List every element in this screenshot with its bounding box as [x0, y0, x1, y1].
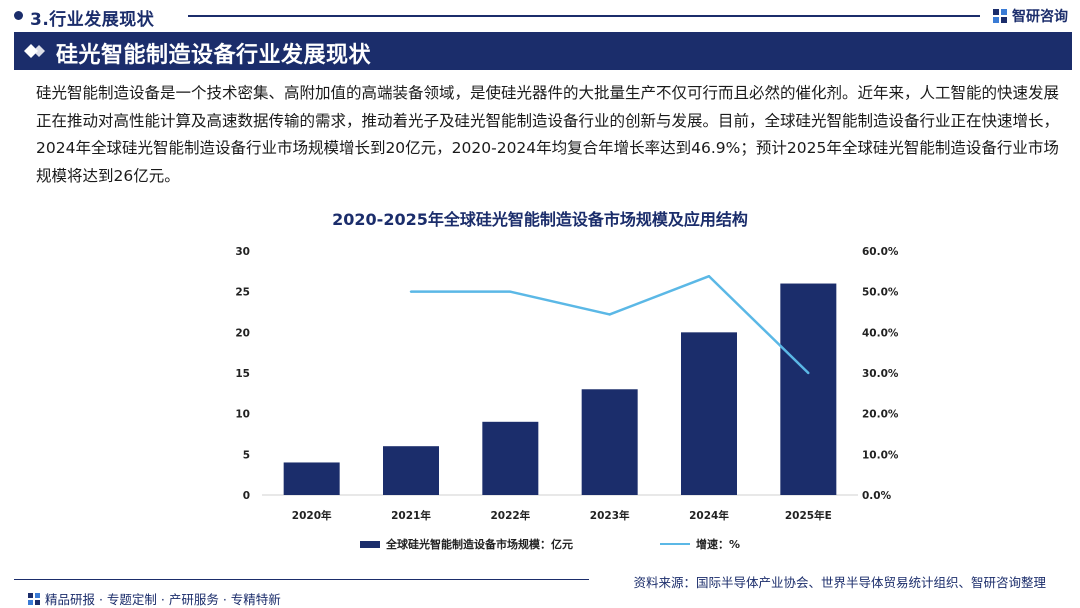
bar [283, 462, 340, 495]
footer: 资料来源：国际半导体产业协会、世界半导体贸易统计组织、智研咨询整理 精品研报 ·… [0, 572, 1080, 608]
y-right-tick-label: 0.0% [862, 490, 892, 502]
page-title: 硅光智能制造设备行业发展现状 [56, 43, 372, 68]
intro-paragraph: 硅光智能制造设备是一个技术密集、高附加值的高端装备领域，是使硅光器件的大批量生产… [36, 84, 1060, 185]
y-left-tick-label: 10 [235, 409, 250, 421]
title-banner: 硅光智能制造设备行业发展现状 [14, 32, 1072, 70]
section-label: 3.行业发展现状 [30, 10, 155, 30]
y-right-tick-label: 60.0% [862, 246, 899, 258]
y-left-tick-label: 30 [235, 246, 250, 258]
bar [681, 332, 737, 495]
combo-chart: 0 5 10 15 20 25 30 0.0% 10.0% 20.0% 30.0% 40.0% 50.0… [235, 246, 899, 522]
growth-point [608, 313, 611, 316]
x-tick-label: 2021年 [391, 509, 431, 522]
y-left-tick-label: 0 [243, 490, 250, 502]
legend-label-line: 增速：% [696, 538, 741, 551]
x-tick-label: 2024年 [689, 509, 729, 522]
chart-title: 2020-2025年全球硅光智能制造设备市场规模及应用结构 [332, 210, 748, 229]
bar [581, 389, 638, 495]
header-divider [188, 15, 980, 17]
brand-name: 智研咨询 [1012, 9, 1068, 25]
x-tick-label: 2023年 [590, 509, 630, 522]
x-tick-label: 2020年 [292, 509, 332, 522]
y-left-tick-label: 15 [235, 368, 250, 380]
brand-small-icon [28, 592, 40, 605]
legend-item-bar: 全球硅光智能制造设备市场规模：亿元 [360, 536, 573, 552]
bar [780, 283, 837, 495]
chart-legend: 全球硅光智能制造设备市场规模：亿元 增速：% [0, 536, 1080, 552]
top-header: 3.行业发展现状 智研咨询 [0, 0, 1080, 30]
growth-point [409, 290, 413, 293]
brand-logo-icon [993, 9, 1007, 23]
section-bullet-icon [14, 11, 23, 20]
y-right-tick-label: 10.0% [862, 449, 899, 461]
growth-point [807, 371, 810, 375]
bar [482, 421, 539, 495]
diamond-icon [24, 44, 45, 58]
legend-swatch-line [660, 543, 690, 545]
y-right-tick-label: 50.0% [862, 287, 899, 299]
growth-point [707, 275, 711, 278]
brand-logo: 智研咨询 [992, 6, 1068, 26]
y-right-tick-label: 30.0% [862, 368, 899, 380]
footer-divider [14, 579, 589, 580]
legend-label-bar: 全球硅光智能制造设备市场规模：亿元 [386, 538, 573, 551]
services-text: 精品研报 · 专题定制 · 产研服务 · 专精特新 [45, 592, 281, 607]
legend-swatch-bar [360, 540, 380, 548]
services-line: 精品研报 · 专题定制 · 产研服务 · 专精特新 [28, 589, 281, 608]
growth-point [509, 290, 512, 293]
y-right-tick-label: 20.0% [862, 409, 899, 421]
bar [383, 446, 439, 495]
y-left-tick-label: 25 [235, 287, 250, 299]
x-tick-label: 2022年 [490, 509, 530, 522]
legend-item-line: 增速：% [660, 536, 740, 552]
x-tick-label: 2025年E [785, 509, 832, 522]
y-right-tick-label: 40.0% [862, 327, 899, 339]
source-note: 资料来源：国际半导体产业协会、世界半导体贸易统计组织、智研咨询整理 [633, 575, 1046, 590]
y-left-tick-label: 20 [235, 327, 250, 339]
growth-line [411, 274, 810, 374]
y-left-tick-label: 5 [243, 449, 250, 461]
